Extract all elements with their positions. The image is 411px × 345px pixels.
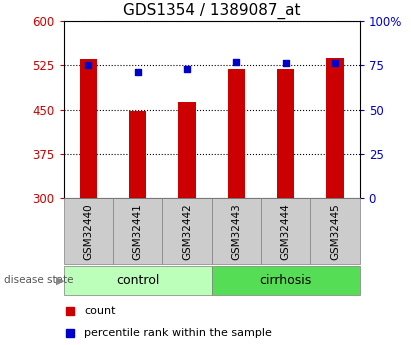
Bar bbox=[310, 198, 360, 264]
Bar bbox=[212, 266, 360, 295]
Text: GSM32440: GSM32440 bbox=[83, 204, 93, 260]
Bar bbox=[212, 198, 261, 264]
Text: GSM32441: GSM32441 bbox=[133, 204, 143, 260]
Text: ▶: ▶ bbox=[55, 275, 64, 285]
Text: cirrhosis: cirrhosis bbox=[259, 274, 312, 287]
Text: GSM32444: GSM32444 bbox=[281, 204, 291, 260]
Text: disease state: disease state bbox=[4, 275, 74, 285]
Text: GSM32445: GSM32445 bbox=[330, 204, 340, 260]
Text: percentile rank within the sample: percentile rank within the sample bbox=[84, 328, 272, 338]
Bar bbox=[129, 111, 146, 198]
Bar bbox=[162, 198, 212, 264]
Point bbox=[85, 62, 92, 68]
Bar bbox=[228, 69, 245, 198]
Bar bbox=[277, 69, 294, 198]
Text: control: control bbox=[116, 274, 159, 287]
Bar bbox=[80, 59, 97, 198]
Bar bbox=[113, 198, 162, 264]
Text: GSM32442: GSM32442 bbox=[182, 204, 192, 260]
Point bbox=[134, 69, 141, 75]
Bar bbox=[326, 58, 344, 198]
Bar bbox=[64, 198, 113, 264]
Bar bbox=[178, 102, 196, 198]
Point bbox=[282, 61, 289, 66]
Text: count: count bbox=[84, 306, 116, 316]
Bar bbox=[64, 266, 212, 295]
Bar bbox=[261, 198, 310, 264]
Point bbox=[332, 61, 338, 66]
Title: GDS1354 / 1389087_at: GDS1354 / 1389087_at bbox=[123, 3, 300, 19]
Point bbox=[184, 66, 190, 71]
Point bbox=[233, 59, 240, 64]
Text: GSM32443: GSM32443 bbox=[231, 204, 241, 260]
